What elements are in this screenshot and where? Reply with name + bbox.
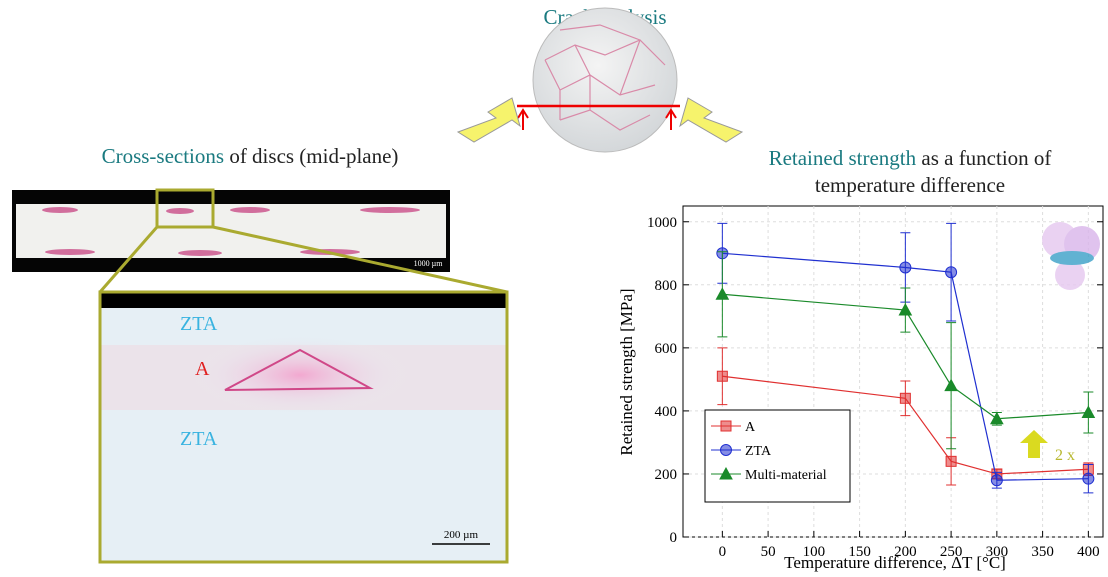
zoom-label: ZTA xyxy=(180,313,218,335)
legend-label: A xyxy=(745,420,756,435)
figure: 1000 µm ZTA A ZTA 200 µm 0 200 400 600 800 10… xyxy=(0,0,1108,577)
arrow-right xyxy=(680,98,742,142)
zoom-label: A xyxy=(195,358,210,380)
x-tick-label: 0 xyxy=(719,544,727,560)
legend-label: ZTA xyxy=(745,444,772,459)
zoom-glow xyxy=(190,335,410,415)
marker xyxy=(900,393,910,403)
y-tick-label: 400 xyxy=(655,404,678,420)
y-tick-label: 200 xyxy=(655,467,678,483)
overview-scale: 1000 µm xyxy=(414,259,444,268)
marker xyxy=(991,475,1002,486)
marker xyxy=(717,371,727,381)
y-tick-label: 1000 xyxy=(647,215,677,231)
y-axis-label: Retained strength [MPa] xyxy=(617,288,636,455)
y-tick-label: 0 xyxy=(670,530,678,546)
marker xyxy=(900,262,911,273)
legend-label: Multi-material xyxy=(745,468,827,483)
zoom-image xyxy=(100,292,507,562)
marker xyxy=(946,456,956,466)
legend-marker xyxy=(721,445,732,456)
x-tick-label: 400 xyxy=(1077,544,1100,560)
y-tick-label: 600 xyxy=(655,341,678,357)
zoom-label: ZTA xyxy=(180,428,218,450)
legend-marker xyxy=(721,421,731,431)
y-tick-label: 800 xyxy=(655,278,678,294)
annotation: 2 x xyxy=(1055,447,1075,464)
x-tick-label: 50 xyxy=(761,544,776,560)
marker xyxy=(1083,473,1094,484)
zoom-scale: 200 µm xyxy=(444,529,479,541)
x-tick-label: 350 xyxy=(1031,544,1054,560)
marker xyxy=(946,267,957,278)
arrow-left xyxy=(458,98,520,142)
zoom-top xyxy=(100,292,507,308)
page: {"header": {"title": "Crack analysis"}, … xyxy=(0,0,1108,577)
x-axis-label: Temperature difference, ΔT [°C] xyxy=(784,553,1006,572)
